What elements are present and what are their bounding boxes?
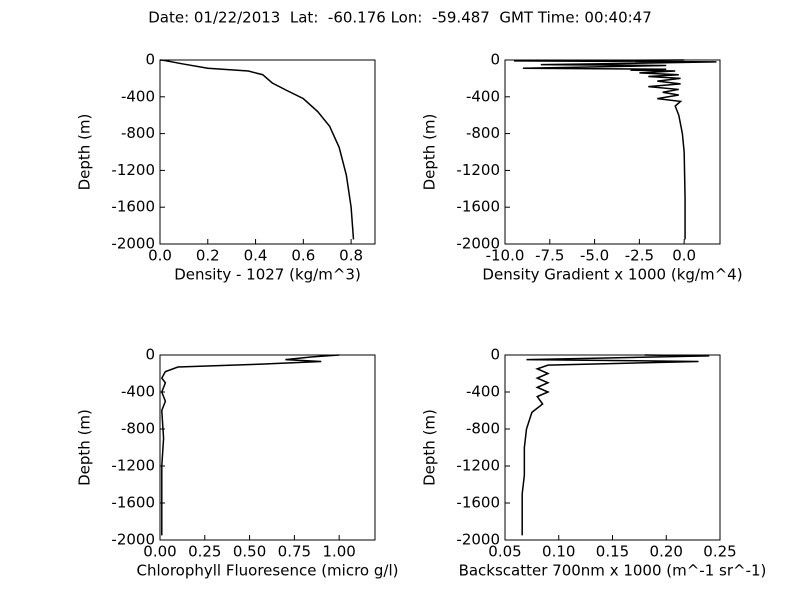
profile-line — [160, 354, 340, 536]
profile-line — [513, 59, 717, 240]
y-tick-label: -800 — [121, 420, 155, 438]
x-tick-label: -2.5 — [625, 247, 654, 265]
x-tick-label: 0.8 — [339, 247, 363, 265]
axes-frame — [159, 354, 376, 541]
x-axis-label: Backscatter 700nm x 1000 (m^-1 sr^-1) — [459, 562, 767, 580]
x-tick-label: 0.75 — [278, 543, 311, 561]
axes-frame — [159, 59, 376, 245]
y-tick-label: -800 — [121, 124, 155, 142]
y-tick-label: -400 — [466, 383, 500, 401]
y-tick-label: -1600 — [456, 198, 500, 216]
y-tick-label: -2000 — [111, 235, 155, 253]
x-tick-label: 0.25 — [188, 543, 221, 561]
subplot: 0.05 0.10 0.15 0.20 0.25 0 -400 -800 -1200 -1600 -… — [421, 346, 767, 580]
y-tick-label: -1200 — [111, 161, 155, 179]
axes-frame — [504, 59, 721, 245]
y-tick-label: -800 — [466, 124, 500, 142]
y-tick-label: -1200 — [456, 161, 500, 179]
x-tick-label: 0.10 — [542, 543, 575, 561]
x-axis-label: Density - 1027 (kg/m^3) — [174, 266, 361, 284]
x-tick-label: -10.0 — [486, 247, 525, 265]
y-tick-label: -1200 — [456, 457, 500, 475]
x-tick-label: 1.00 — [322, 543, 355, 561]
profile-line — [521, 354, 710, 536]
x-tick-label: 0.0 — [148, 247, 172, 265]
x-tick-label: 0.2 — [196, 247, 220, 265]
y-tick-label: -1600 — [456, 494, 500, 512]
y-tick-label: 0 — [145, 346, 155, 364]
x-tick-label: -7.5 — [535, 247, 564, 265]
x-axis-label: Chlorophyll Fluoresence (micro g/l) — [137, 562, 399, 580]
profile-line — [159, 59, 355, 240]
y-tick-label: -2000 — [456, 531, 500, 549]
y-tick-label: -400 — [466, 87, 500, 105]
y-axis-label: Depth (m) — [76, 409, 94, 486]
subplot: 0.0 0.2 0.4 0.6 0.8 0 -400 -800 -1200 -1600 -2000 D… — [76, 51, 376, 284]
x-tick-label: 0.15 — [596, 543, 629, 561]
y-tick-label: -1600 — [111, 198, 155, 216]
x-tick-label: 0.0 — [672, 247, 696, 265]
subplot: -10.0 -7.5 -5.0 -2.5 0.0 0 -400 -800 -1200 -1600 -… — [421, 51, 743, 284]
x-tick-label: 0.20 — [650, 543, 683, 561]
x-tick-label: 0.4 — [244, 247, 268, 265]
y-tick-label: -1200 — [111, 457, 155, 475]
axes-frame — [504, 354, 721, 541]
y-axis-label: Depth (m) — [421, 409, 439, 486]
x-tick-label: 0.05 — [488, 543, 521, 561]
y-tick-label: 0 — [490, 51, 500, 69]
x-tick-label: 0.00 — [143, 543, 176, 561]
y-tick-label: 0 — [145, 51, 155, 69]
y-tick-label: -2000 — [111, 531, 155, 549]
y-axis-label: Depth (m) — [421, 114, 439, 191]
x-tick-label: -5.0 — [580, 247, 609, 265]
y-tick-label: -400 — [121, 383, 155, 401]
y-tick-label: -2000 — [456, 235, 500, 253]
y-tick-label: -400 — [121, 87, 155, 105]
x-tick-label: 0.6 — [291, 247, 315, 265]
x-tick-label: 0.50 — [233, 543, 266, 561]
y-tick-label: 0 — [490, 346, 500, 364]
figure-title: Date: 01/22/2013 Lat: -60.176 Lon: -59.4… — [148, 9, 652, 27]
subplot: 0.00 0.25 0.50 0.75 1.00 0 -400 -800 -1200 -1600 -… — [76, 346, 399, 580]
y-axis-label: Depth (m) — [76, 114, 94, 191]
x-axis-label: Density Gradient x 1000 (kg/m^4) — [482, 266, 742, 284]
y-tick-label: -1600 — [111, 494, 155, 512]
x-tick-label: 0.25 — [703, 543, 736, 561]
y-tick-label: -800 — [466, 420, 500, 438]
